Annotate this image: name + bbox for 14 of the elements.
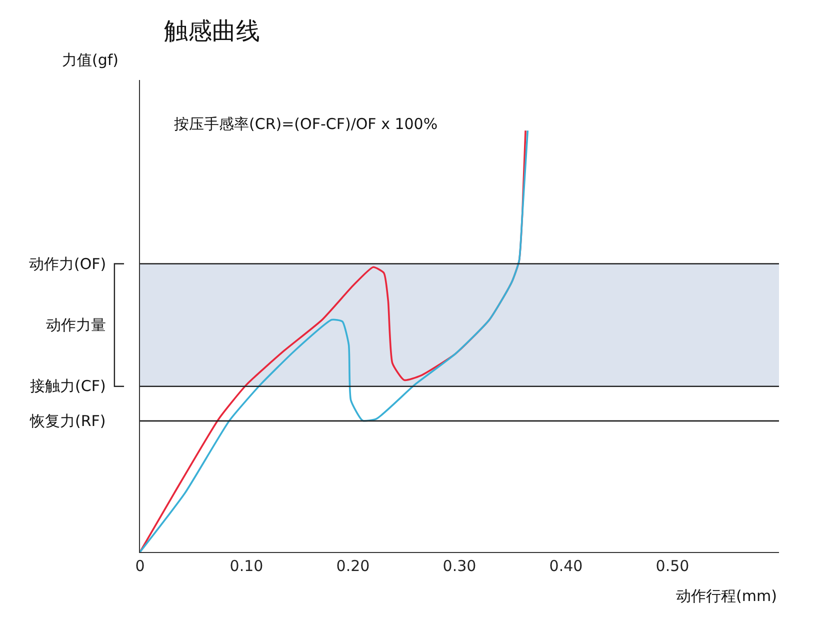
x-tick-label: 0.50	[656, 557, 690, 576]
chart-title: 触感曲线	[164, 16, 260, 45]
band-label: 动作力量	[46, 316, 106, 334]
annotation: 按压手感率(CR)=(OF-CF)/OF x 100%	[174, 115, 438, 133]
x-tick-label: 0.10	[230, 557, 264, 576]
x-tick-label: 0.30	[442, 557, 476, 576]
ref-line-label: 接触力(CF)	[30, 377, 106, 395]
x-axis-title: 动作行程(mm)	[676, 587, 777, 605]
y-axis-title: 力值(gf)	[62, 51, 119, 69]
ref-line-label: 动作力(OF)	[29, 255, 106, 273]
ref-line-label: 恢复力(RF)	[29, 412, 106, 430]
x-tick-label: 0.40	[549, 557, 583, 576]
x-tick-label: 0	[135, 557, 145, 576]
x-tick-label: 0.20	[336, 557, 370, 576]
